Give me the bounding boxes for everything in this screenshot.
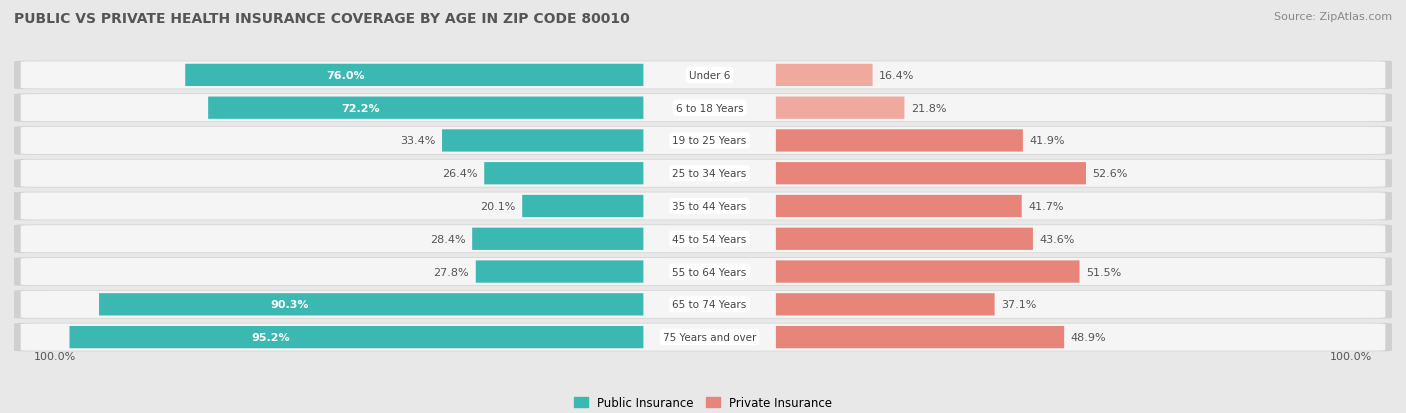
FancyBboxPatch shape <box>14 127 1392 155</box>
Text: 6 to 18 Years: 6 to 18 Years <box>676 103 744 114</box>
FancyBboxPatch shape <box>186 64 644 87</box>
FancyBboxPatch shape <box>441 130 644 152</box>
FancyBboxPatch shape <box>776 97 904 119</box>
Text: 19 to 25 Years: 19 to 25 Years <box>672 136 747 146</box>
Text: 95.2%: 95.2% <box>252 332 290 342</box>
FancyBboxPatch shape <box>484 163 644 185</box>
FancyBboxPatch shape <box>21 193 1385 220</box>
FancyBboxPatch shape <box>14 290 1392 319</box>
FancyBboxPatch shape <box>14 225 1392 254</box>
FancyBboxPatch shape <box>69 326 644 349</box>
Text: 100.0%: 100.0% <box>34 351 76 361</box>
Text: 27.8%: 27.8% <box>433 267 470 277</box>
Text: 41.9%: 41.9% <box>1029 136 1064 146</box>
Text: 20.1%: 20.1% <box>481 202 516 211</box>
FancyBboxPatch shape <box>21 62 1385 89</box>
FancyBboxPatch shape <box>14 258 1392 286</box>
FancyBboxPatch shape <box>21 258 1385 285</box>
FancyBboxPatch shape <box>14 323 1392 351</box>
FancyBboxPatch shape <box>14 159 1392 188</box>
Text: 45 to 54 Years: 45 to 54 Years <box>672 234 747 244</box>
Text: 26.4%: 26.4% <box>441 169 478 179</box>
FancyBboxPatch shape <box>776 163 1085 185</box>
Text: 76.0%: 76.0% <box>326 71 366 81</box>
FancyBboxPatch shape <box>472 228 644 250</box>
FancyBboxPatch shape <box>21 324 1385 351</box>
Text: Under 6: Under 6 <box>689 71 730 81</box>
FancyBboxPatch shape <box>776 261 1080 283</box>
Text: 72.2%: 72.2% <box>342 103 380 114</box>
FancyBboxPatch shape <box>776 195 1022 218</box>
FancyBboxPatch shape <box>21 128 1385 155</box>
Text: 100.0%: 100.0% <box>1330 351 1372 361</box>
Text: 21.8%: 21.8% <box>911 103 946 114</box>
Text: 28.4%: 28.4% <box>430 234 465 244</box>
Text: 16.4%: 16.4% <box>879 71 914 81</box>
FancyBboxPatch shape <box>21 95 1385 122</box>
FancyBboxPatch shape <box>475 261 644 283</box>
Text: 35 to 44 Years: 35 to 44 Years <box>672 202 747 211</box>
Text: 65 to 74 Years: 65 to 74 Years <box>672 299 747 310</box>
FancyBboxPatch shape <box>208 97 644 119</box>
FancyBboxPatch shape <box>776 64 873 87</box>
Text: 48.9%: 48.9% <box>1071 332 1107 342</box>
Text: 37.1%: 37.1% <box>1001 299 1036 310</box>
Legend: Public Insurance, Private Insurance: Public Insurance, Private Insurance <box>569 392 837 413</box>
Text: 75 Years and over: 75 Years and over <box>664 332 756 342</box>
Text: 43.6%: 43.6% <box>1039 234 1076 244</box>
Text: 25 to 34 Years: 25 to 34 Years <box>672 169 747 179</box>
FancyBboxPatch shape <box>522 195 644 218</box>
FancyBboxPatch shape <box>98 294 644 316</box>
FancyBboxPatch shape <box>776 294 994 316</box>
FancyBboxPatch shape <box>776 228 1033 250</box>
FancyBboxPatch shape <box>21 291 1385 318</box>
FancyBboxPatch shape <box>21 160 1385 188</box>
FancyBboxPatch shape <box>14 192 1392 221</box>
Text: 33.4%: 33.4% <box>401 136 436 146</box>
Text: PUBLIC VS PRIVATE HEALTH INSURANCE COVERAGE BY AGE IN ZIP CODE 80010: PUBLIC VS PRIVATE HEALTH INSURANCE COVER… <box>14 12 630 26</box>
Text: 55 to 64 Years: 55 to 64 Years <box>672 267 747 277</box>
Text: 41.7%: 41.7% <box>1028 202 1064 211</box>
FancyBboxPatch shape <box>14 62 1392 90</box>
FancyBboxPatch shape <box>14 94 1392 123</box>
Text: 51.5%: 51.5% <box>1085 267 1122 277</box>
Text: 90.3%: 90.3% <box>270 299 309 310</box>
FancyBboxPatch shape <box>776 130 1024 152</box>
Text: 52.6%: 52.6% <box>1092 169 1128 179</box>
Text: Source: ZipAtlas.com: Source: ZipAtlas.com <box>1274 12 1392 22</box>
FancyBboxPatch shape <box>776 326 1064 349</box>
FancyBboxPatch shape <box>21 225 1385 253</box>
